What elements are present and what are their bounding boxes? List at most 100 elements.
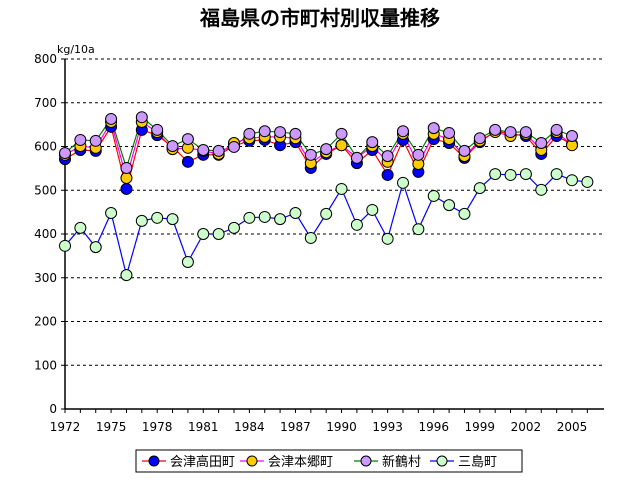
data-point [550, 168, 563, 181]
data-point [550, 123, 563, 136]
data-point [381, 168, 394, 181]
legend-marker [360, 455, 372, 467]
x-tick-label: 1975 [96, 420, 127, 434]
data-point [120, 172, 133, 184]
y-tick-label: 500 [34, 183, 57, 197]
data-point [243, 211, 256, 224]
legend-marker [148, 455, 160, 467]
series-line [64, 116, 573, 170]
data-point [397, 176, 409, 189]
x-tick-label: 1984 [234, 420, 265, 434]
data-point [212, 144, 225, 157]
data-point [320, 143, 333, 156]
data-point [59, 147, 71, 160]
data-point [489, 168, 502, 181]
data-point [74, 221, 87, 234]
data-point [412, 148, 425, 161]
legend-label: 会津高田町 [170, 454, 235, 470]
data-point [89, 134, 102, 147]
data-point [535, 183, 548, 196]
x-tick-label: 1978 [142, 420, 173, 434]
x-tick-label: 1972 [50, 420, 81, 434]
data-point [519, 126, 532, 139]
data-point [135, 111, 148, 124]
data-point [181, 133, 194, 146]
x-tick-label: 1996 [418, 420, 449, 434]
data-point [181, 155, 194, 168]
data-point [412, 223, 425, 236]
data-point [504, 168, 517, 181]
data-point [274, 213, 287, 226]
data-point [151, 123, 164, 136]
data-point [381, 232, 394, 245]
data-point [366, 203, 379, 216]
data-point [289, 127, 302, 140]
data-point [566, 130, 578, 142]
data-point [581, 175, 594, 188]
data-point [304, 148, 317, 161]
data-point [535, 137, 548, 149]
data-point [89, 241, 102, 254]
legend-box [135, 449, 523, 473]
data-point [258, 210, 271, 223]
data-point [366, 136, 379, 149]
data-point [519, 168, 532, 181]
data-point [304, 231, 317, 244]
data-point [489, 123, 502, 136]
data-point [151, 211, 164, 224]
x-tick-label: 1999 [465, 420, 496, 434]
data-point [335, 127, 348, 140]
y-tick-label: 400 [34, 227, 57, 241]
data-point [473, 132, 486, 145]
data-point [120, 182, 133, 195]
data-point [427, 189, 440, 202]
data-point [228, 140, 240, 153]
legend-label: 新鶴村 [382, 454, 421, 470]
data-point [458, 144, 471, 157]
data-point [105, 112, 118, 125]
legend-label: 三島町 [458, 455, 497, 470]
data-point [120, 161, 133, 174]
y-axis-label: kg/10a [57, 43, 95, 56]
data-point [243, 127, 256, 140]
x-tick-label: 1981 [188, 420, 219, 434]
series-line [64, 125, 573, 190]
y-tick-label: 100 [34, 358, 57, 372]
data-point [166, 140, 179, 153]
data-point [197, 144, 210, 156]
data-point [504, 126, 517, 139]
legend-label: 会津本郷町 [268, 455, 333, 470]
data-point [181, 256, 194, 268]
legend-marker [246, 455, 258, 467]
data-point [289, 207, 302, 219]
data-point [566, 174, 578, 187]
data-point [105, 207, 118, 219]
x-tick-label: 1993 [372, 420, 403, 434]
x-tick-label: 1987 [280, 420, 311, 434]
data-point [381, 150, 394, 163]
data-point [120, 269, 133, 282]
data-point [228, 221, 240, 234]
data-point [274, 126, 287, 139]
y-tick-label: 800 [34, 52, 57, 66]
data-point [427, 122, 440, 135]
data-point [397, 125, 409, 138]
y-tick-label: 600 [34, 140, 57, 154]
x-tick-label: 2002 [511, 420, 542, 434]
data-point [59, 239, 71, 252]
data-point [166, 213, 179, 226]
data-point [443, 126, 456, 139]
data-point [135, 214, 148, 227]
chart-title: 福島県の市町村別収量推移 [199, 6, 440, 30]
data-point [320, 207, 333, 220]
legend-marker [436, 455, 448, 467]
data-point [443, 199, 456, 212]
data-point [74, 133, 87, 146]
data-point [335, 139, 348, 152]
data-point [473, 182, 486, 195]
y-tick-label: 200 [34, 315, 57, 329]
data-point [350, 151, 363, 164]
data-point [212, 228, 225, 240]
